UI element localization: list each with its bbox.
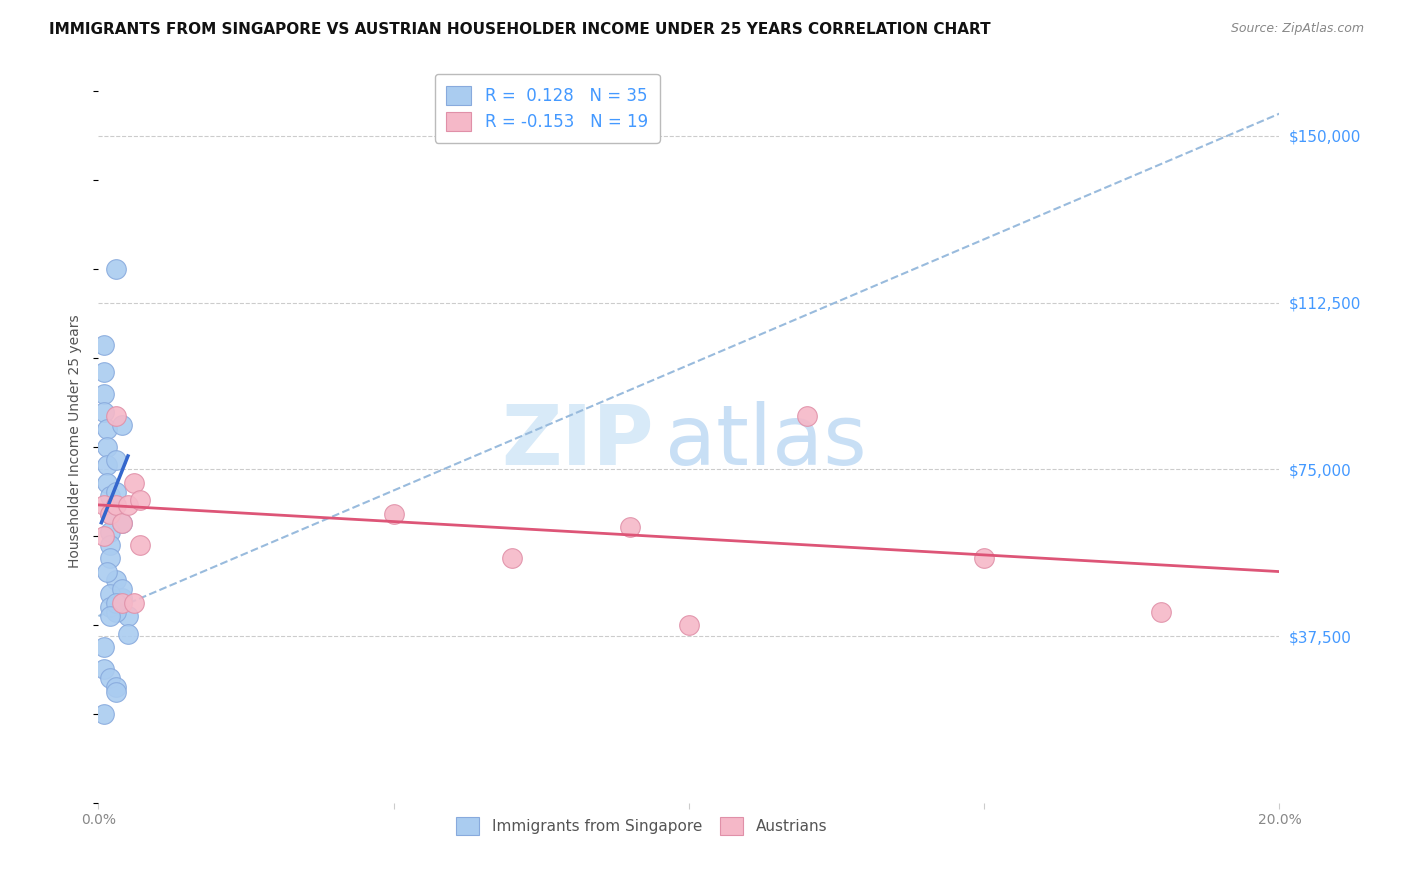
Point: [122, 596, 145, 610]
Point: [122, 475, 145, 490]
Point: [105, 680, 128, 694]
Point: [105, 605, 128, 619]
Y-axis label: Householder Income Under 25 years: Householder Income Under 25 years: [69, 315, 83, 568]
Legend: Immigrants from Singapore, Austrians: Immigrants from Singapore, Austrians: [446, 806, 838, 846]
Point: [382, 507, 405, 521]
Point: [98, 551, 121, 566]
Point: [98, 507, 121, 521]
Point: [98, 587, 121, 601]
Point: [117, 609, 139, 624]
Point: [973, 551, 995, 566]
Point: [111, 596, 134, 610]
Point: [98, 489, 121, 503]
Point: [93, 364, 115, 378]
Point: [105, 453, 128, 467]
Point: [117, 627, 139, 641]
Point: [93, 706, 115, 721]
Point: [111, 417, 134, 432]
Point: [98, 600, 121, 615]
Point: [111, 516, 134, 530]
Point: [98, 671, 121, 685]
Point: [93, 498, 115, 512]
Point: [96, 565, 118, 579]
Text: Source: ZipAtlas.com: Source: ZipAtlas.com: [1230, 22, 1364, 36]
Point: [93, 529, 115, 543]
Text: ZIP: ZIP: [501, 401, 654, 482]
Point: [93, 338, 115, 352]
Point: [93, 386, 115, 401]
Point: [1150, 605, 1173, 619]
Point: [111, 591, 134, 606]
Point: [128, 538, 150, 552]
Point: [105, 684, 128, 698]
Text: IMMIGRANTS FROM SINGAPORE VS AUSTRIAN HOUSEHOLDER INCOME UNDER 25 YEARS CORRELAT: IMMIGRANTS FROM SINGAPORE VS AUSTRIAN HO…: [49, 22, 991, 37]
Point: [105, 574, 128, 588]
Point: [96, 422, 118, 436]
Point: [105, 409, 128, 423]
Point: [105, 498, 128, 512]
Point: [105, 484, 128, 499]
Point: [678, 618, 700, 632]
Point: [111, 582, 134, 597]
Point: [93, 404, 115, 418]
Point: [98, 524, 121, 539]
Point: [128, 493, 150, 508]
Point: [93, 662, 115, 676]
Point: [111, 516, 134, 530]
Point: [105, 262, 128, 277]
Point: [105, 596, 128, 610]
Text: atlas: atlas: [665, 401, 868, 482]
Point: [796, 409, 818, 423]
Point: [501, 551, 523, 566]
Point: [96, 440, 118, 454]
Point: [93, 640, 115, 655]
Point: [98, 609, 121, 624]
Point: [96, 475, 118, 490]
Point: [619, 520, 641, 534]
Point: [96, 458, 118, 472]
Point: [98, 507, 121, 521]
Point: [98, 538, 121, 552]
Point: [117, 498, 139, 512]
